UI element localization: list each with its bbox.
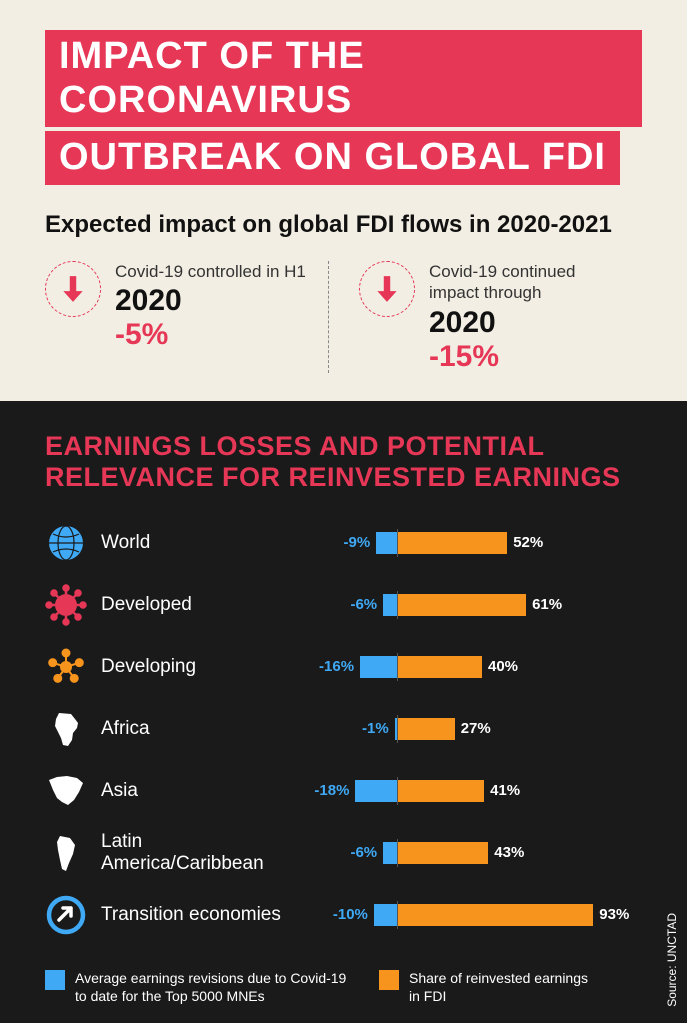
row-chart: -9% 52% [313, 529, 642, 557]
scenario-b-label: Covid-19 continued impact through [429, 261, 624, 304]
neg-bar [355, 780, 397, 802]
neg-value: -9% [344, 534, 371, 551]
legend-item-blue: Average earnings revisions due to Covid-… [45, 969, 355, 1005]
row-chart: -10% 93% [313, 901, 642, 929]
legend-text-b: Share of reinvested earnings in FDI [409, 969, 589, 1005]
scenario-a-label: Covid-19 controlled in H1 [115, 261, 306, 282]
africa-icon [45, 708, 87, 750]
row-chart: -16% 40% [313, 653, 642, 681]
legend-swatch-blue [45, 970, 65, 990]
row-label: Asia [101, 780, 299, 802]
pos-bar [398, 532, 507, 554]
source: Source: UNCTAD [665, 913, 679, 1007]
neg-value: -16% [319, 658, 354, 675]
chart-row: Developing -16% 40% [45, 641, 642, 693]
legend-swatch-orange [379, 970, 399, 990]
down-arrow-icon [359, 261, 415, 317]
row-label: World [101, 532, 299, 554]
scenario-b-year: 2020 [429, 306, 624, 340]
neg-value: -18% [314, 782, 349, 799]
chart-rows: World -9% 52% Developed -6% 61% Developing -16%… [45, 517, 642, 941]
chart-row: Developed -6% 61% [45, 579, 642, 631]
chart-row: Latin America/Caribbean -6% 43% [45, 827, 642, 879]
legend-item-orange: Share of reinvested earnings in FDI [379, 969, 589, 1005]
dark-section: EARNINGS LOSSES AND POTENTIAL RELEVANCE … [0, 401, 687, 1023]
row-chart: -1% 27% [313, 715, 642, 743]
dark-title: EARNINGS LOSSES AND POTENTIAL RELEVANCE … [45, 431, 642, 493]
row-label: Africa [101, 718, 299, 740]
row-chart: -6% 61% [313, 591, 642, 619]
row-label: Developing [101, 656, 299, 678]
arrows-icon [45, 894, 87, 936]
pos-value: 40% [488, 658, 518, 675]
network-icon [45, 646, 87, 688]
title-line-1: IMPACT OF THE CORONAVIRUS [45, 30, 642, 127]
pos-bar [398, 718, 455, 740]
pos-value: 41% [490, 782, 520, 799]
pos-bar [398, 656, 482, 678]
row-label: Transition economies [101, 904, 299, 926]
neg-value: -6% [350, 844, 377, 861]
neg-bar [383, 842, 397, 864]
title-line-2: OUTBREAK ON GLOBAL FDI [45, 131, 620, 185]
row-chart: -18% 41% [313, 777, 642, 805]
pos-value: 27% [461, 720, 491, 737]
pos-value: 52% [513, 534, 543, 551]
scenario-a: Covid-19 controlled in H1 2020 -5% [45, 261, 329, 373]
pos-value: 61% [532, 596, 562, 613]
row-label: Latin America/Caribbean [101, 831, 299, 875]
chart-row: Transition economies -10% 93% [45, 889, 642, 941]
pos-value: 43% [494, 844, 524, 861]
subtitle: Expected impact on global FDI flows in 2… [45, 211, 642, 239]
chart-row: World -9% 52% [45, 517, 642, 569]
row-chart: -6% 43% [313, 839, 642, 867]
scenario-b: Covid-19 continued impact through 2020 -… [329, 261, 642, 373]
legend-text-a: Average earnings revisions due to Covid-… [75, 969, 355, 1005]
asia-icon [45, 770, 87, 812]
virus-icon [45, 584, 87, 626]
neg-value: -6% [350, 596, 377, 613]
neg-bar [383, 594, 397, 616]
pos-bar [398, 780, 484, 802]
pos-bar [398, 904, 593, 926]
neg-bar [360, 656, 397, 678]
scenario-a-year: 2020 [115, 284, 306, 318]
globe-icon [45, 522, 87, 564]
legend: Average earnings revisions due to Covid-… [45, 969, 642, 1005]
down-arrow-icon [45, 261, 101, 317]
scenario-b-pct: -15% [429, 340, 624, 373]
neg-bar [376, 532, 397, 554]
latam-icon [45, 832, 87, 874]
neg-bar [374, 904, 397, 926]
scenarios: Covid-19 controlled in H1 2020 -5% Covid… [45, 261, 642, 373]
neg-value: -10% [333, 906, 368, 923]
row-label: Developed [101, 594, 299, 616]
pos-value: 93% [599, 906, 629, 923]
chart-row: Asia -18% 41% [45, 765, 642, 817]
neg-value: -1% [362, 720, 389, 737]
pos-bar [398, 842, 488, 864]
pos-bar [398, 594, 526, 616]
chart-row: Africa -1% 27% [45, 703, 642, 755]
scenario-a-pct: -5% [115, 318, 306, 351]
main-title: IMPACT OF THE CORONAVIRUS OUTBREAK ON GL… [45, 30, 642, 189]
top-section: IMPACT OF THE CORONAVIRUS OUTBREAK ON GL… [0, 0, 687, 401]
